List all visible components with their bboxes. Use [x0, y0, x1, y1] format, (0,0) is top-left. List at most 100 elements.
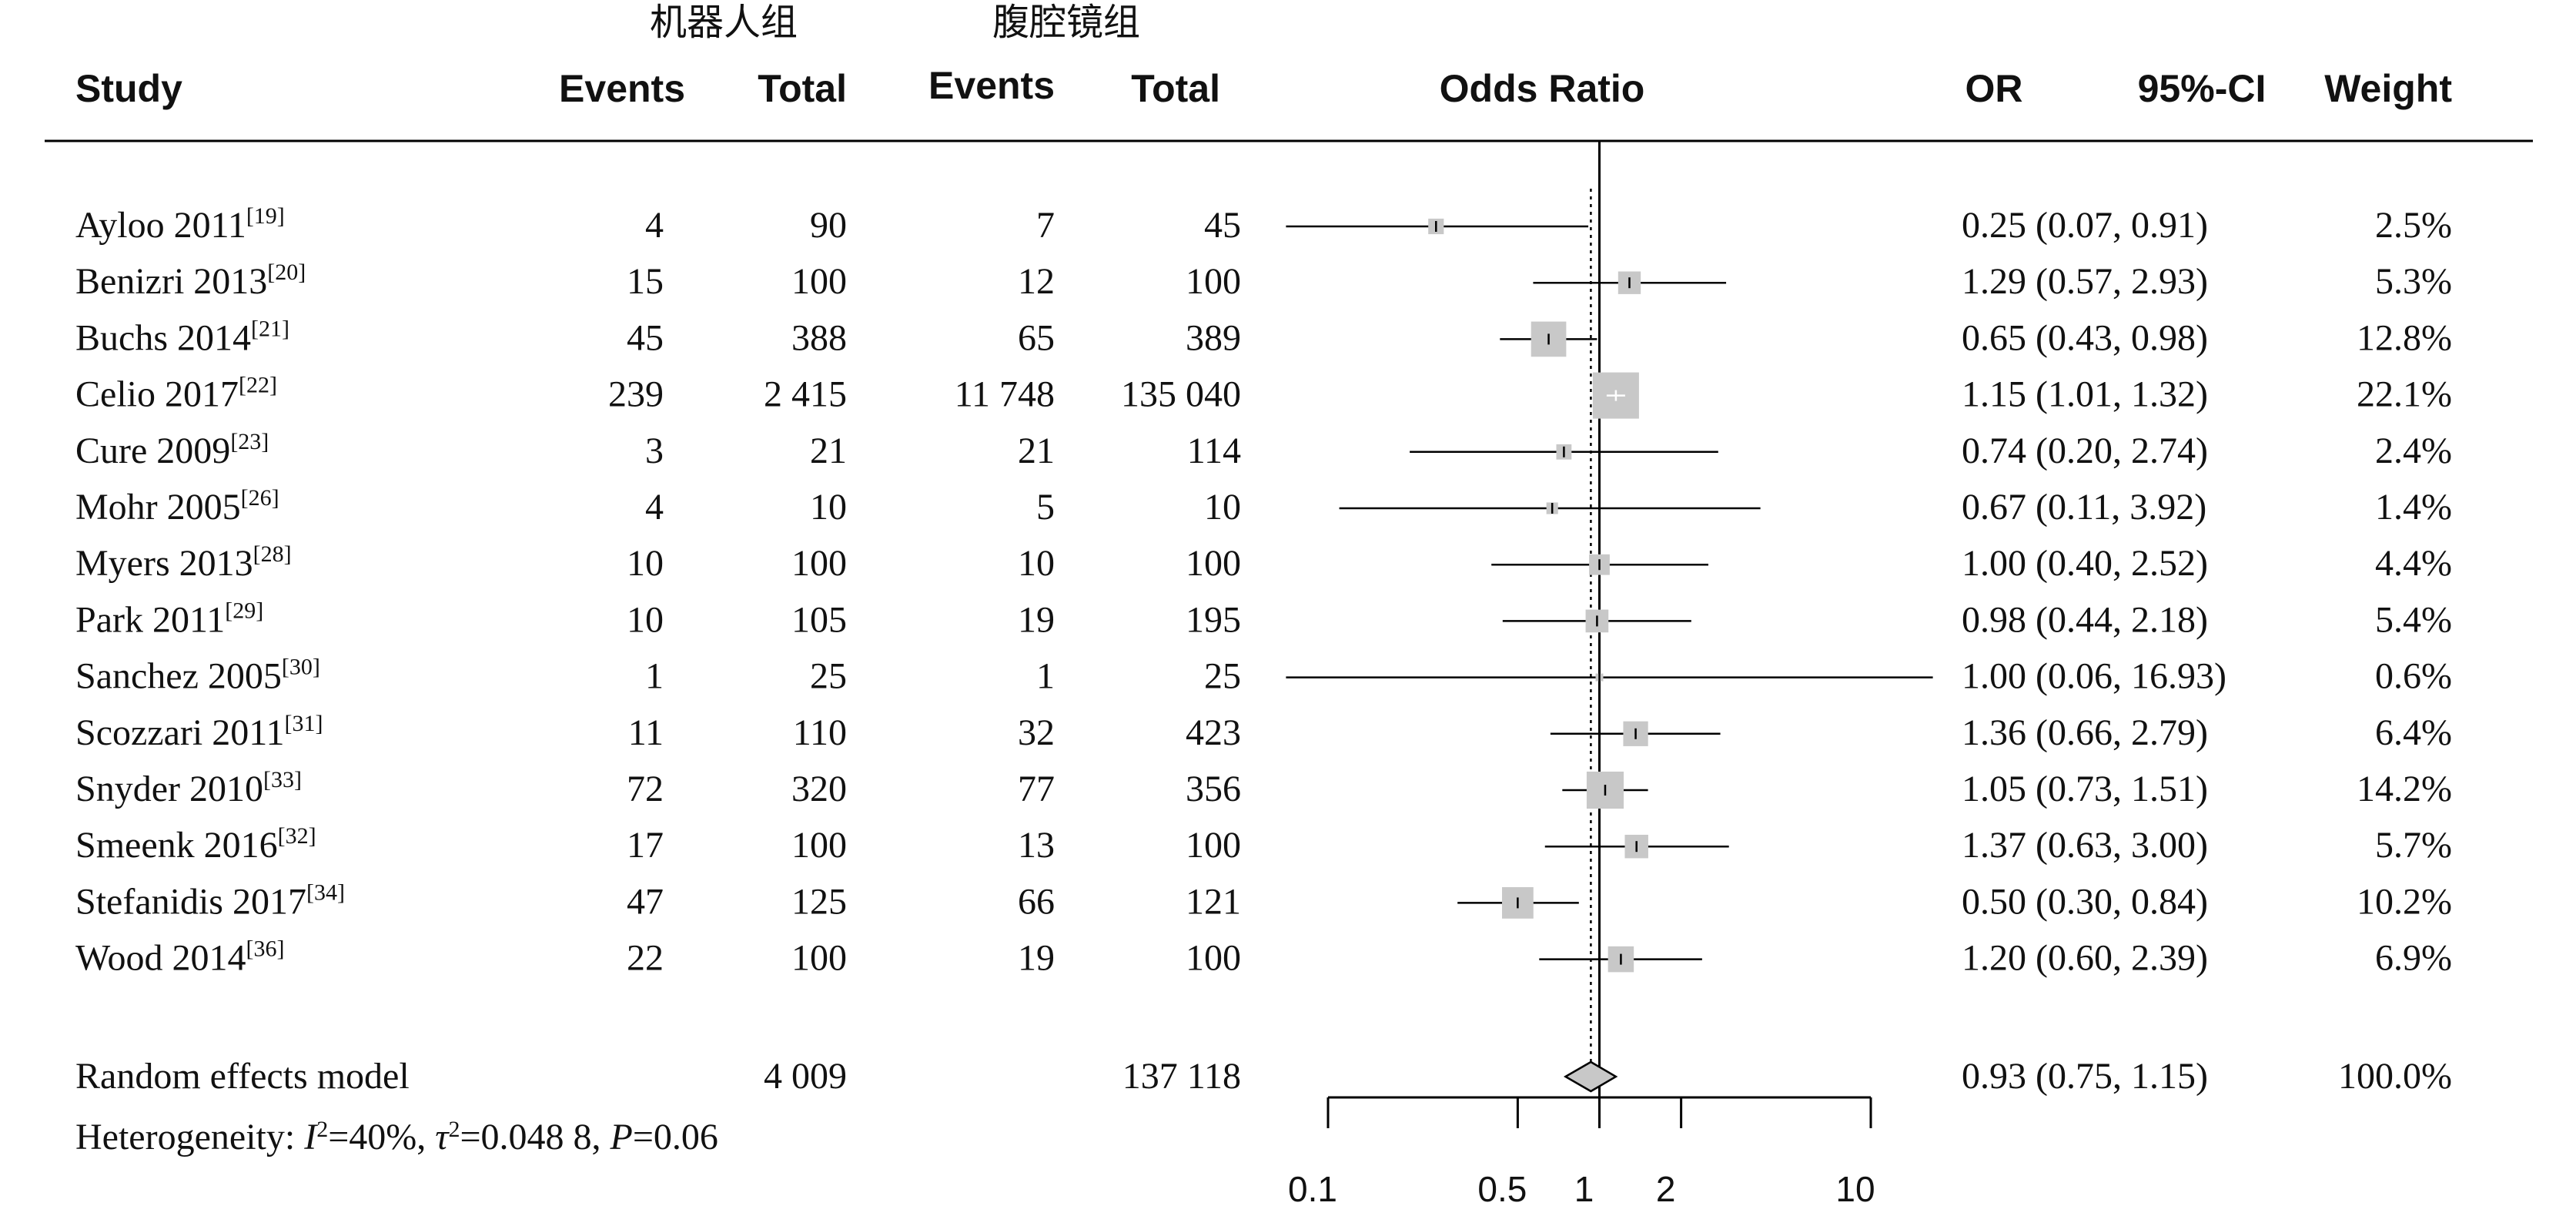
total-lap: 356 — [1186, 769, 1241, 809]
study-name: Smeenk 2016[32] — [75, 823, 316, 866]
x-tick-label: 2 — [1656, 1169, 1676, 1209]
total-robot: 25 — [810, 656, 847, 697]
study-ref: [28] — [253, 541, 292, 567]
total-lap: 100 — [1186, 825, 1241, 866]
study-name-text: Cure 2009 — [75, 430, 230, 471]
total-robot: 105 — [791, 599, 847, 640]
total-lap: 389 — [1186, 317, 1241, 358]
weight-text: 4.4% — [2375, 543, 2452, 584]
events-lap: 10 — [1018, 543, 1055, 584]
total-lap: 45 — [1204, 205, 1241, 246]
study-name: Benizri 2013[20] — [75, 260, 306, 302]
or-ci-text: 0.50 (0.30, 0.84) — [1962, 881, 2208, 922]
total-robot: 10 — [810, 487, 847, 528]
events-robot: 17 — [627, 825, 664, 866]
header-or: OR — [1965, 67, 2023, 110]
total-robot: 90 — [810, 205, 847, 246]
study-ref: [36] — [246, 936, 284, 962]
events-lap: 11 748 — [955, 374, 1055, 415]
study-ref: [30] — [282, 655, 320, 680]
study-name: Stefanidis 2017[34] — [75, 879, 345, 922]
study-row: Benizri 2013[20] 15 100 12 100 1.29 (0.57, 2.… — [75, 260, 2452, 302]
study-rows: Ayloo 2011[19] 4 90 7 45 0.25 (0.07, 0.91) 2.5… — [75, 203, 2452, 979]
study-ref: [29] — [225, 598, 263, 623]
x-tick-label: 10 — [1835, 1169, 1875, 1209]
total-lap: 195 — [1186, 599, 1241, 640]
study-ref: [32] — [278, 823, 316, 849]
study-ref: [19] — [246, 203, 285, 229]
study-row: Snyder 2010[33] 72 320 77 356 1.05 (0.73, 1.5… — [75, 767, 2452, 809]
total-robot: 21 — [810, 430, 847, 471]
or-ci-text: 0.98 (0.44, 2.18) — [1962, 599, 2208, 640]
total-lap: 10 — [1204, 487, 1241, 528]
study-row: Park 2011[29] 10 105 19 195 0.98 (0.44, 2.18)… — [75, 598, 2452, 640]
study-ref: [34] — [306, 879, 345, 905]
study-name-text: Wood 2014 — [75, 938, 246, 979]
study-row: Smeenk 2016[32] 17 100 13 100 1.37 (0.63, 3.0… — [75, 823, 2452, 866]
study-name-text: Smeenk 2016 — [75, 825, 278, 866]
events-lap: 65 — [1018, 317, 1055, 358]
study-name: Celio 2017[22] — [75, 373, 277, 415]
or-ci-text: 0.74 (0.20, 2.74) — [1962, 430, 2208, 471]
total-robot: 388 — [791, 317, 847, 358]
heterogeneity-text: Heterogeneity: I2=40%, τ2=0.048 8, P=0.0… — [75, 1117, 718, 1157]
study-name-text: Mohr 2005 — [75, 487, 241, 528]
study-name: Snyder 2010[33] — [75, 767, 302, 809]
study-ref: [33] — [263, 767, 302, 792]
total-robot: 100 — [791, 825, 847, 866]
pooled-total-robot: 4 009 — [764, 1056, 847, 1097]
total-robot: 2 415 — [764, 374, 847, 415]
events-robot: 72 — [627, 769, 664, 809]
study-name-text: Buchs 2014 — [75, 317, 251, 358]
study-row: Mohr 2005[26] 4 10 5 10 0.67 (0.11, 3.92) 1.4% — [75, 485, 2452, 528]
total-lap: 114 — [1187, 430, 1241, 471]
total-lap: 25 — [1204, 656, 1241, 697]
header-odds-ratio: Odds Ratio — [1440, 67, 1645, 110]
study-name-text: Sanchez 2005 — [75, 656, 282, 697]
total-robot: 100 — [791, 261, 847, 302]
study-name: Myers 2013[28] — [75, 541, 292, 584]
total-lap: 100 — [1186, 543, 1241, 584]
weight-text: 6.9% — [2375, 938, 2452, 979]
study-name: Park 2011[29] — [75, 598, 263, 640]
study-name: Ayloo 2011[19] — [75, 203, 285, 246]
x-tick-label: 1 — [1574, 1169, 1594, 1209]
weight-text: 22.1% — [2357, 374, 2452, 415]
study-row: Stefanidis 2017[34] 47 125 66 121 0.50 (0.30,… — [75, 879, 2452, 922]
weight-text: 5.3% — [2375, 261, 2452, 302]
or-ci-text: 0.67 (0.11, 3.92) — [1962, 487, 2206, 528]
study-name: Wood 2014[36] — [75, 936, 284, 979]
pooled-total-lap: 137 118 — [1122, 1056, 1241, 1097]
study-name-text: Stefanidis 2017 — [75, 881, 306, 922]
x-tick-label: 0.5 — [1477, 1169, 1527, 1209]
total-robot: 100 — [791, 543, 847, 584]
total-robot: 320 — [791, 769, 847, 809]
study-row: Scozzari 2011[31] 11 110 32 423 1.36 (0.66, 2… — [75, 711, 2452, 753]
study-ref: [21] — [251, 316, 289, 341]
study-name: Sanchez 2005[30] — [75, 655, 320, 697]
events-robot: 15 — [627, 261, 664, 302]
study-row: Celio 2017[22] 239 2 415 11 748 135 040 1.15 … — [75, 373, 2452, 419]
events-lap: 77 — [1018, 769, 1055, 809]
study-row: Myers 2013[28] 10 100 10 100 1.00 (0.40, 2.52… — [75, 541, 2452, 584]
group-label-laparoscopic: 腹腔镜组 — [992, 1, 1140, 44]
total-lap: 100 — [1186, 261, 1241, 302]
weight-text: 14.2% — [2357, 769, 2452, 809]
x-tick-label: 0.1 — [1288, 1169, 1337, 1209]
events-lap: 5 — [1036, 487, 1055, 528]
events-robot: 4 — [645, 205, 664, 246]
events-robot: 1 — [645, 656, 664, 697]
study-name: Buchs 2014[21] — [75, 316, 289, 358]
total-lap: 100 — [1186, 938, 1241, 979]
header-ci: 95%-CI — [2138, 67, 2267, 110]
weight-text: 5.7% — [2375, 825, 2452, 866]
or-ci-text: 1.15 (1.01, 1.32) — [1962, 374, 2208, 415]
study-name-text: Snyder 2010 — [75, 769, 263, 809]
header-events-lap: Events — [928, 64, 1055, 107]
or-ci-text: 1.00 (0.06, 16.93) — [1962, 656, 2226, 697]
header-total-robot: Total — [758, 67, 847, 110]
or-ci-text: 1.20 (0.60, 2.39) — [1962, 938, 2208, 979]
total-lap: 121 — [1186, 881, 1241, 922]
header-study: Study — [75, 67, 182, 110]
or-ci-text: 1.37 (0.63, 3.00) — [1962, 825, 2208, 866]
